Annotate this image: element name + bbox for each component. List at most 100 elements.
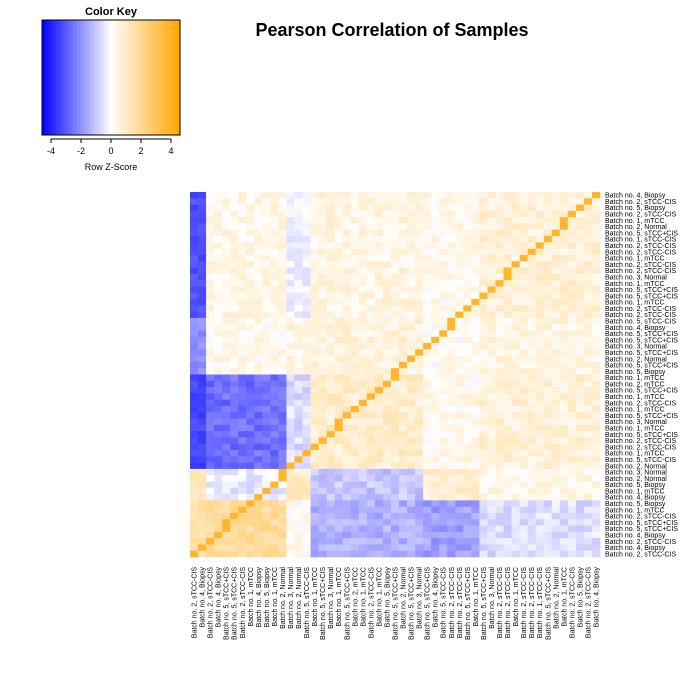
heatmap-cell [583, 192, 593, 199]
heatmap-cell [342, 223, 352, 231]
heatmap-cell [423, 198, 432, 205]
heatmap-cell [447, 468, 456, 476]
heatmap-cell [342, 405, 352, 413]
heatmap-cell [487, 424, 496, 432]
heatmap-cell [551, 412, 561, 419]
heatmap-cell [519, 254, 528, 262]
heatmap-cell [190, 355, 199, 363]
heatmap-cell [222, 248, 231, 256]
heatmap-cell [487, 330, 496, 338]
heatmap-cell [334, 204, 344, 212]
heatmap-cell [423, 311, 432, 319]
color-key-strip [55, 20, 60, 135]
heatmap-cell [487, 292, 496, 300]
heatmap-cell [302, 431, 311, 438]
heatmap-cell [390, 456, 400, 463]
heatmap-cell [214, 387, 223, 394]
heatmap-cell [415, 380, 424, 388]
heatmap-cell [479, 538, 488, 545]
heatmap-cell [511, 217, 520, 224]
heatmap-cell [535, 456, 545, 463]
heatmap-cell [519, 286, 528, 294]
heatmap-cell [447, 405, 456, 413]
heatmap-cell [455, 229, 464, 237]
heatmap-cell [270, 481, 279, 489]
heatmap-cell [583, 481, 593, 489]
heatmap-cell [591, 254, 601, 262]
heatmap-cell [214, 462, 223, 470]
color-key-axis: -4 -2 0 2 4 [47, 138, 174, 156]
heatmap-cell [302, 286, 311, 294]
heatmap-cell [246, 198, 255, 205]
heatmap-cell [238, 525, 247, 533]
heatmap-cell [495, 343, 504, 350]
heatmap-cell [415, 248, 424, 256]
heatmap-cell [535, 380, 545, 388]
heatmap-cell [415, 393, 424, 401]
heatmap-cell [567, 544, 577, 552]
row-label: Batch no. 5, Biopsy [605, 369, 666, 376]
heatmap-cell [407, 286, 416, 294]
heatmap-cell [551, 380, 561, 388]
heatmap-cell [318, 236, 328, 243]
heatmap-cell [527, 468, 537, 476]
heatmap-cell [214, 506, 223, 514]
heatmap-cell [527, 481, 537, 489]
heatmap-cell [382, 198, 392, 205]
heatmap-cell [487, 380, 496, 388]
heatmap-cell [382, 236, 392, 243]
heatmap-cell [399, 380, 408, 388]
heatmap-cell [583, 349, 593, 356]
heatmap-cell [302, 355, 311, 363]
heatmap-cell [463, 280, 472, 287]
heatmap-cell [575, 280, 585, 287]
heatmap-cell [294, 198, 303, 205]
heatmap-cell [334, 481, 344, 489]
heatmap-cell [511, 361, 520, 369]
heatmap-cell [334, 311, 344, 319]
heatmap-cell [543, 280, 553, 287]
heatmap-cell [479, 317, 488, 325]
heatmap-cell [326, 286, 336, 294]
heatmap-cell [342, 544, 352, 552]
heatmap-cell [479, 286, 488, 294]
heatmap-cell [487, 267, 496, 275]
heatmap-cell [487, 204, 496, 212]
heatmap-cell [230, 355, 239, 363]
heatmap-cell [254, 538, 263, 545]
heatmap-cell [294, 236, 303, 243]
heatmap-cell [511, 324, 520, 331]
heatmap-cell [487, 544, 496, 552]
heatmap-cell [198, 217, 207, 224]
heatmap-cell [262, 254, 271, 262]
heatmap-cell [286, 330, 295, 338]
heatmap-cell [350, 355, 360, 363]
heatmap-cell [302, 298, 311, 306]
heatmap-cell [439, 437, 448, 445]
heatmap-cell [423, 292, 432, 300]
heatmap-cell [407, 267, 416, 275]
heatmap-cell [382, 519, 392, 526]
heatmap-cell [246, 450, 255, 457]
heatmap-cell [254, 286, 263, 294]
heatmap-cell [415, 343, 424, 350]
heatmap-cell [591, 217, 601, 224]
heatmap-cell [382, 242, 392, 249]
heatmap-cell [254, 468, 263, 476]
heatmap-cell [415, 292, 424, 300]
heatmap-cell [471, 273, 480, 281]
heatmap-cell [278, 229, 287, 237]
heatmap-cell [439, 512, 448, 520]
heatmap-cell [575, 506, 585, 514]
heatmap-cell [463, 387, 472, 394]
heatmap-cell [390, 204, 400, 212]
heatmap-cell [342, 487, 352, 495]
heatmap-cell [423, 538, 432, 545]
heatmap-cell [334, 298, 344, 306]
heatmap-cell [399, 374, 408, 382]
heatmap-cell [471, 229, 480, 237]
heatmap-cell [254, 393, 263, 401]
heatmap-cell [318, 538, 328, 545]
heatmap-cell [342, 204, 352, 212]
heatmap-cell [471, 198, 480, 205]
